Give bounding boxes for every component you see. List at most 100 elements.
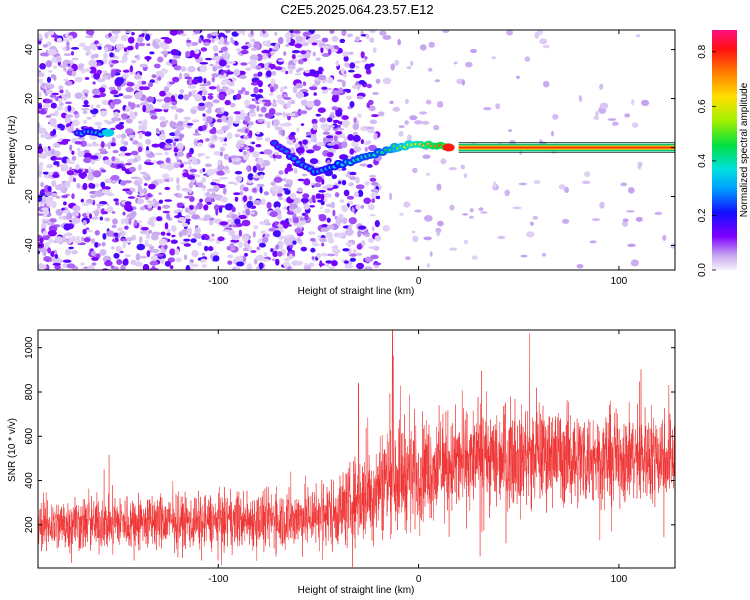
noise-speckle: [130, 150, 139, 156]
noise-speckle: [138, 177, 143, 184]
noise-speckle: [155, 70, 163, 76]
noise-speckle: [135, 253, 141, 261]
noise-speckle: [116, 164, 124, 169]
noise-speckle: [356, 243, 363, 250]
noise-speckle: [92, 170, 102, 178]
noise-speckle: [389, 100, 394, 104]
noise-speckle: [88, 66, 97, 74]
spectrogram-panel: -100 0 100 -40 -20 0 20 40 Height of straight …: [7, 29, 676, 297]
noise-speckle: [168, 177, 174, 183]
noise-speckle: [94, 230, 100, 236]
noise-speckle: [164, 37, 173, 44]
noise-speckle: [162, 204, 171, 209]
noise-speckle: [188, 210, 196, 216]
noise-speckle: [434, 79, 441, 83]
noise-speckle: [236, 48, 241, 52]
noise-speckle: [176, 142, 184, 150]
noise-speckle: [295, 260, 304, 266]
spectrogram-noise: [38, 30, 675, 270]
noise-speckle: [269, 92, 274, 96]
noise-speckle: [275, 244, 280, 250]
noise-speckle: [110, 180, 118, 184]
noise-speckle: [626, 210, 635, 213]
noise-speckle: [151, 143, 161, 148]
noise-speckle: [224, 99, 231, 106]
noise-speckle: [584, 171, 591, 178]
noise-speckle: [191, 119, 200, 123]
noise-speckle: [338, 180, 342, 185]
noise-speckle: [139, 63, 148, 68]
noise-speckle: [526, 231, 535, 238]
noise-speckle: [226, 132, 233, 140]
noise-speckle: [316, 252, 322, 259]
noise-speckle: [320, 193, 325, 201]
noise-speckle: [364, 56, 368, 60]
noise-speckle: [152, 40, 157, 48]
noise-speckle: [61, 180, 67, 184]
noise-speckle: [145, 33, 151, 41]
noise-speckle: [308, 262, 315, 267]
noise-speckle: [66, 161, 72, 164]
noise-speckle: [303, 178, 311, 186]
noise-speckle: [412, 167, 418, 173]
noise-speckle: [335, 109, 343, 117]
noise-speckle: [176, 125, 185, 131]
noise-speckle: [599, 102, 609, 110]
noise-speckle: [315, 57, 321, 62]
noise-speckle: [281, 129, 286, 137]
noise-speckle: [115, 77, 124, 85]
noise-speckle: [155, 152, 164, 156]
noise-speckle: [120, 264, 126, 270]
noise-speckle: [169, 120, 175, 128]
noise-speckle: [151, 74, 157, 78]
noise-speckle: [210, 193, 218, 198]
noise-speckle: [190, 41, 199, 46]
noise-speckle: [203, 214, 211, 221]
noise-speckle: [139, 193, 144, 197]
noise-speckle: [219, 146, 226, 152]
noise-speckle: [314, 243, 320, 247]
noise-speckle: [50, 121, 57, 127]
noise-speckle: [195, 204, 199, 210]
noise-speckle: [138, 42, 146, 47]
noise-speckle: [300, 110, 308, 115]
noise-speckle: [138, 188, 144, 194]
spectrogram-y-label: Frequency (Hz): [7, 116, 18, 185]
noise-speckle: [284, 189, 291, 195]
noise-speckle: [593, 115, 599, 121]
noise-speckle: [183, 243, 191, 247]
noise-speckle: [220, 107, 225, 113]
noise-speckle: [270, 181, 276, 186]
noise-speckle: [124, 225, 129, 230]
noise-speckle: [311, 42, 318, 46]
noise-speckle: [368, 237, 374, 243]
noise-speckle: [351, 140, 359, 148]
noise-speckle: [122, 188, 130, 192]
noise-speckle: [320, 46, 324, 54]
noise-speckle: [216, 118, 223, 123]
noise-speckle: [147, 193, 152, 198]
noise-speckle: [224, 203, 234, 211]
noise-speckle: [506, 30, 513, 36]
noise-speckle: [370, 188, 380, 193]
noise-speckle: [62, 263, 69, 269]
noise-speckle: [292, 240, 297, 245]
noise-speckle: [210, 198, 215, 203]
noise-speckle: [47, 222, 55, 226]
noise-speckle: [406, 66, 412, 70]
noise-speckle: [124, 30, 132, 34]
noise-speckle: [199, 86, 207, 90]
noise-speckle: [75, 163, 80, 171]
noise-speckle: [469, 208, 474, 213]
snr-series-line: [38, 330, 675, 567]
noise-speckle: [261, 49, 271, 54]
noise-speckle: [302, 81, 307, 86]
noise-speckle: [111, 246, 115, 250]
noise-speckle: [286, 37, 291, 44]
noise-speckle: [181, 222, 189, 227]
noise-speckle: [202, 113, 206, 117]
noise-speckle: [286, 105, 290, 108]
noise-speckle: [108, 86, 116, 91]
noise-speckle: [75, 240, 83, 244]
noise-speckle: [319, 117, 327, 123]
